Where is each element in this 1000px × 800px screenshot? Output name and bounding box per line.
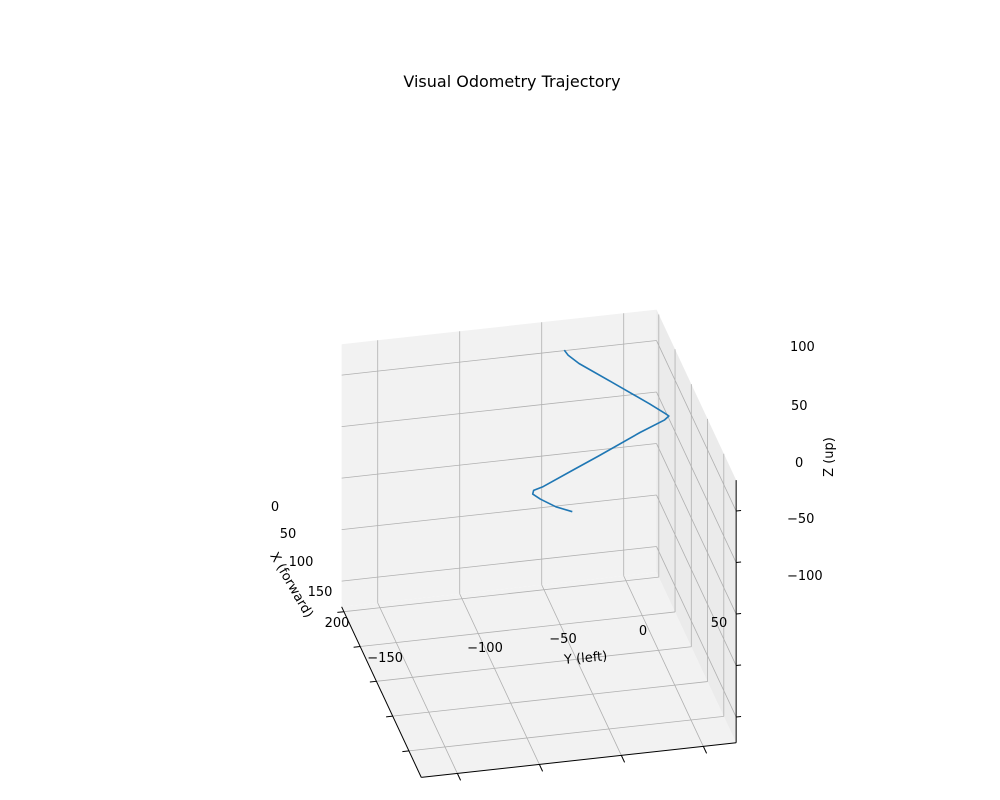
trajectory-line <box>531 349 670 513</box>
x-tick-label: 0 <box>271 500 279 515</box>
grid-line <box>656 546 737 718</box>
y-tick-mark <box>702 746 708 754</box>
z-tick-mark <box>736 716 742 718</box>
grid-line <box>341 494 657 530</box>
y-tick-label: 50 <box>711 616 728 631</box>
x-tick-mark <box>386 715 393 718</box>
grid-line <box>341 546 657 582</box>
grid-line <box>376 646 692 682</box>
x-tick-label: 50 <box>280 527 297 542</box>
y-tick-mark <box>456 773 462 781</box>
z-tick-mark <box>736 510 742 512</box>
x-tick-mark <box>337 611 344 613</box>
grid-line <box>459 593 540 765</box>
grid-line <box>343 576 659 613</box>
side-pane <box>656 309 737 743</box>
z-tick-label: −50 <box>787 512 814 527</box>
y-tick-mark <box>538 764 544 772</box>
grid-line <box>360 611 676 647</box>
z-tick-label: 50 <box>791 399 808 414</box>
grid-line <box>341 443 657 479</box>
x-tick-mark <box>353 646 361 648</box>
x-tick-label: 150 <box>308 585 333 600</box>
grid-line <box>377 602 458 774</box>
axis-lines <box>341 480 737 778</box>
z-tick-label: −100 <box>787 569 823 584</box>
x-tick-mark <box>402 750 409 753</box>
back-pane <box>341 309 657 607</box>
grid-line <box>341 340 657 376</box>
y-axis-line <box>421 742 737 778</box>
grid-line <box>392 681 708 717</box>
x-tick-label: 100 <box>289 555 314 570</box>
chart-title: Visual Odometry Trajectory <box>403 72 620 91</box>
grid-line <box>656 391 737 563</box>
axes-panes <box>341 309 737 778</box>
y-tick-label: −50 <box>549 632 576 647</box>
grid-line <box>541 584 622 756</box>
z-tick-mark <box>736 561 742 564</box>
grid-line <box>656 443 737 615</box>
y-tick-label: 0 <box>639 624 647 639</box>
x-axis-line <box>341 606 422 778</box>
grid-line <box>656 340 737 512</box>
tick-marks <box>337 510 742 781</box>
grid-lines <box>341 313 737 774</box>
y-tick-mark <box>620 755 626 763</box>
z-tick-mark <box>736 664 742 667</box>
z-tick-mark <box>736 613 742 615</box>
grid-line <box>623 575 704 747</box>
y-tick-label: −100 <box>467 641 503 656</box>
y-axis-label: Y (left) <box>562 649 607 668</box>
grid-line <box>341 391 657 427</box>
grid-line <box>656 494 737 666</box>
series-group <box>531 349 670 513</box>
x-tick-mark <box>369 680 377 683</box>
y-tick-label: −150 <box>367 651 403 666</box>
z-tick-label: 100 <box>790 340 815 355</box>
z-axis-label: Z (up) <box>822 437 837 477</box>
x-tick-label: 200 <box>325 616 350 631</box>
grid-line <box>408 715 724 752</box>
z-tick-label: 0 <box>795 456 803 471</box>
